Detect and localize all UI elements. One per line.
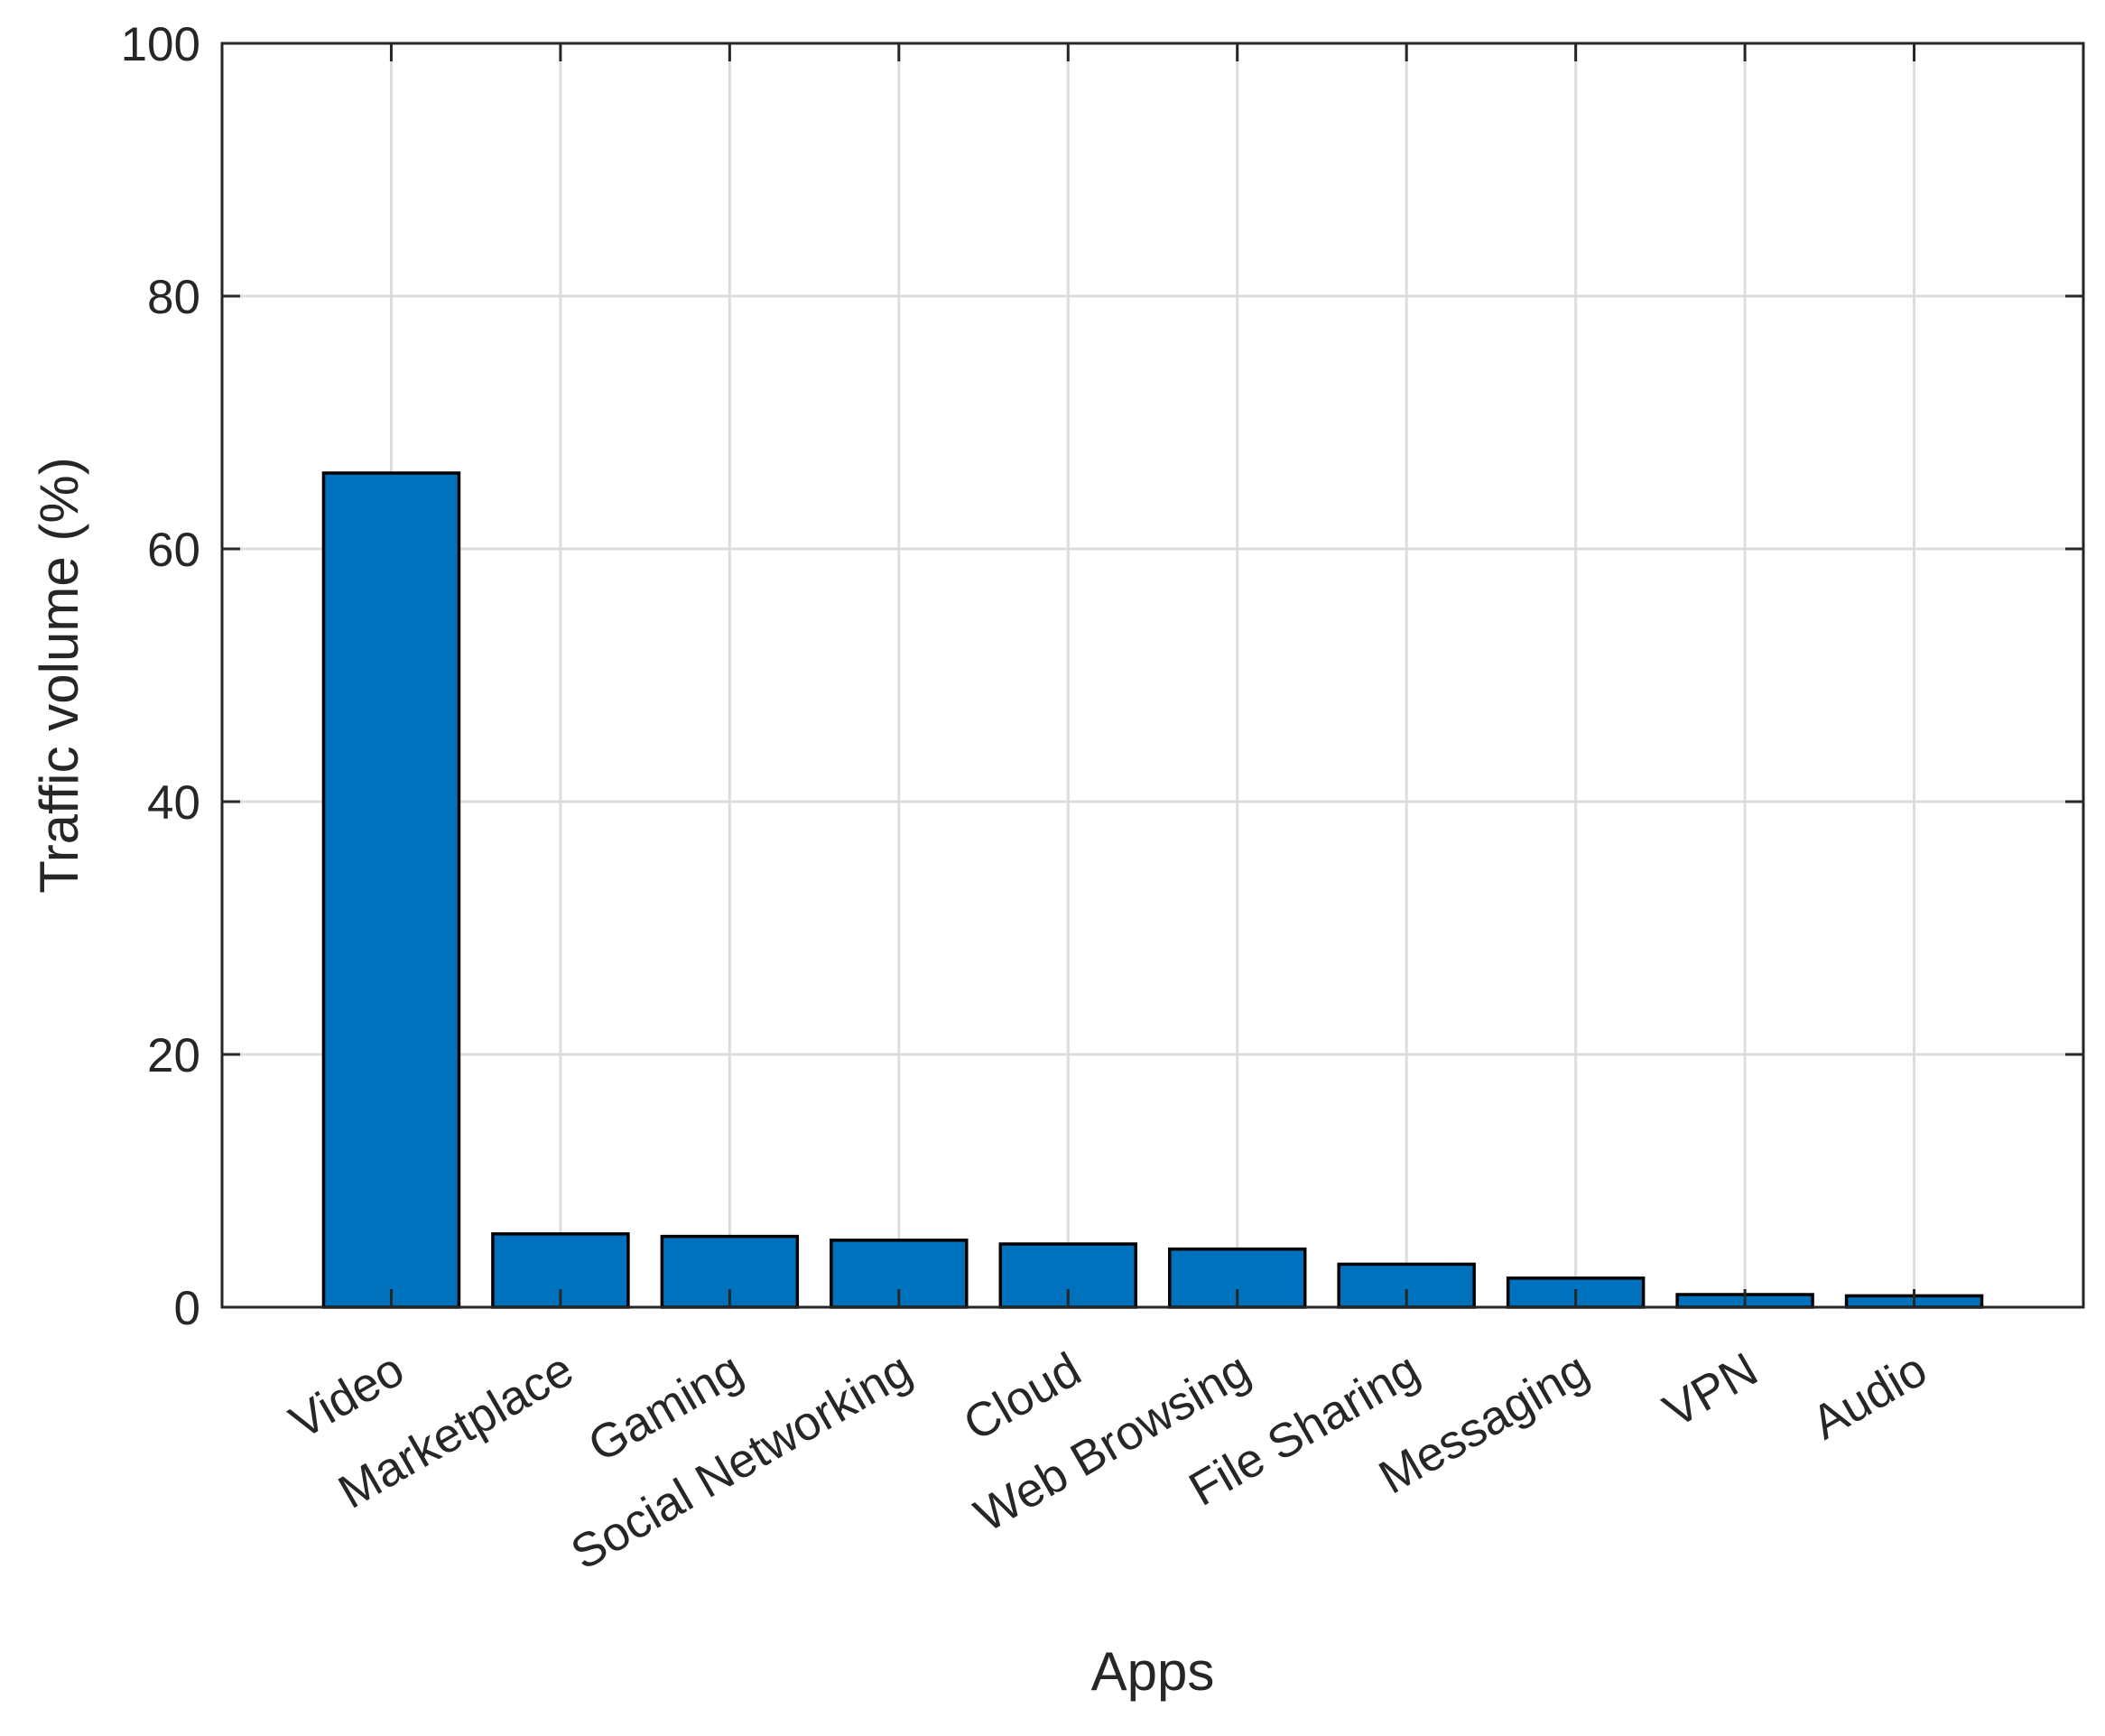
grid-lines <box>222 42 2083 1309</box>
y-tick-label: 40 <box>147 776 200 830</box>
x-tick-label: Audio <box>1804 1342 1936 1450</box>
tick-marks <box>222 42 2083 1309</box>
x-tick-label: Cloud <box>955 1342 1090 1451</box>
x-axis-title: Apps <box>1091 1641 1215 1702</box>
plot-area-frame <box>220 42 2085 1309</box>
x-tick-label: Video <box>281 1342 413 1449</box>
y-tick-label: 20 <box>147 1029 200 1082</box>
x-tick-label: VPN <box>1655 1342 1767 1438</box>
y-tick-label: 0 <box>174 1282 200 1335</box>
y-axis-title: Traffic volume (%) <box>29 457 89 893</box>
y-tick-label: 80 <box>147 271 200 324</box>
bars <box>321 471 1984 1309</box>
bar-video <box>321 471 461 1309</box>
y-tick-label: 60 <box>147 524 200 577</box>
y-tick-labels: 0 20 40 60 80 100 <box>121 18 200 1335</box>
y-tick-label: 100 <box>121 18 200 71</box>
